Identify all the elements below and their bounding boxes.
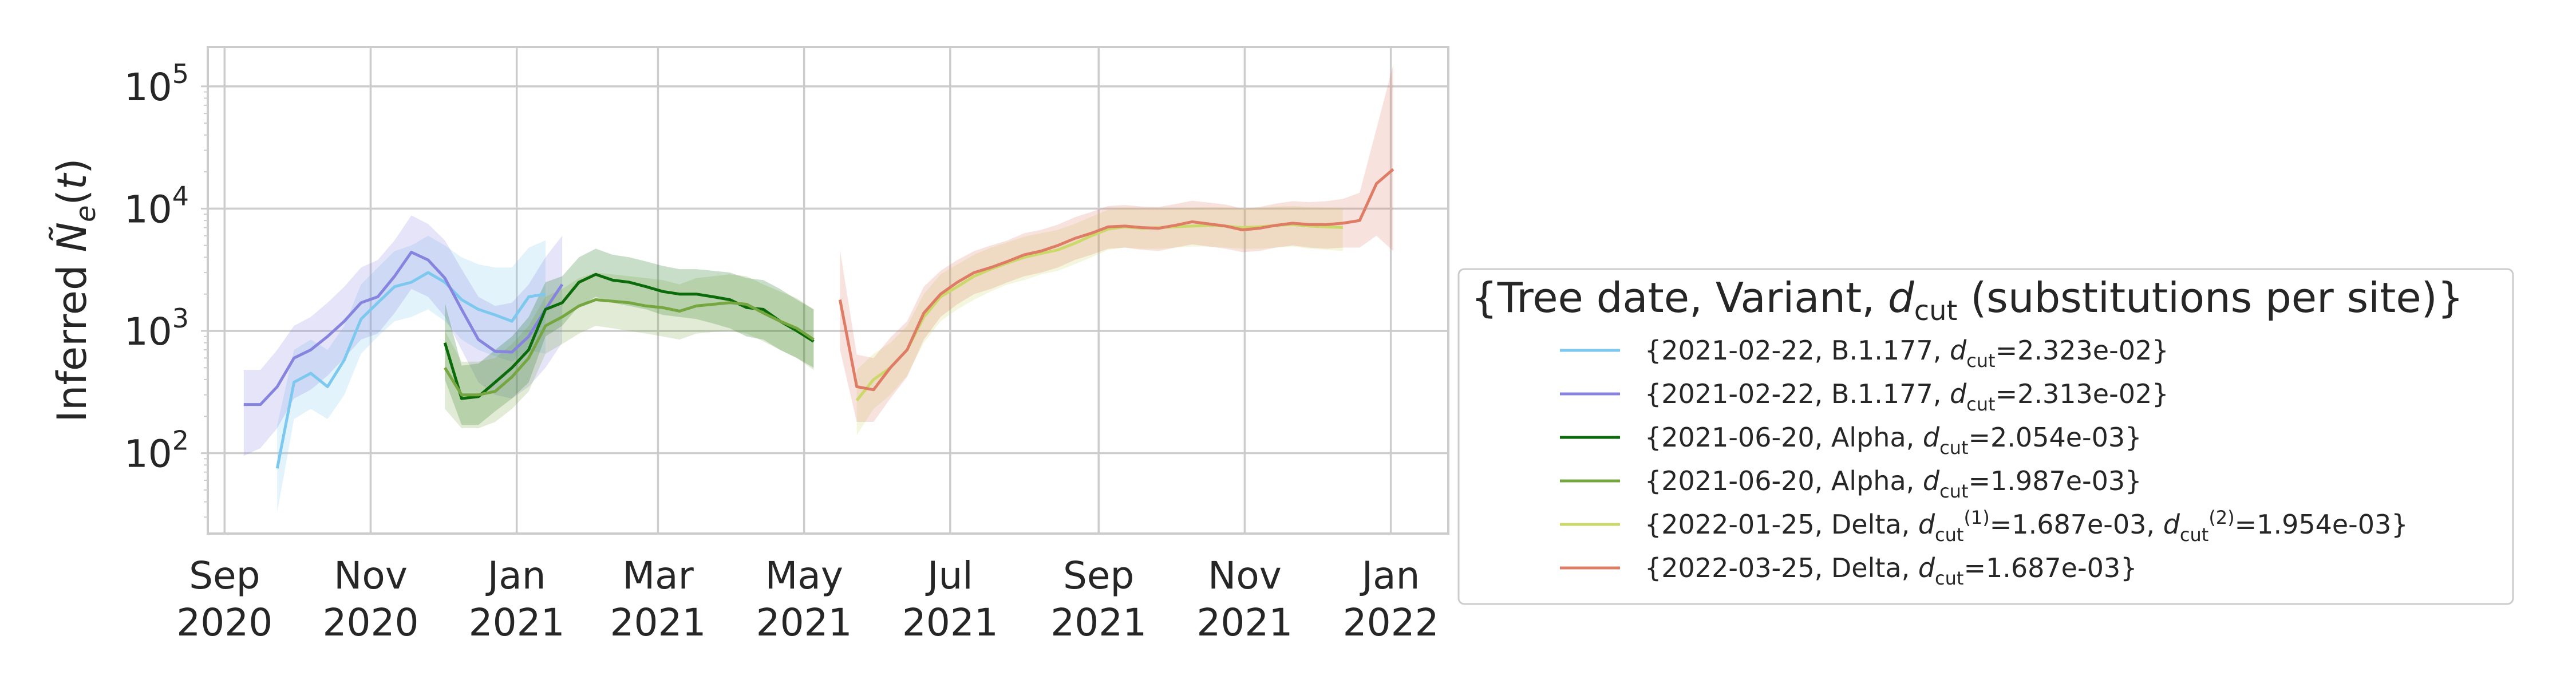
- x-tick-label: Mar 2021: [610, 554, 706, 645]
- legend-entry-1: {2021-02-22, B.1.177, dcut=2.323e-02}: [1645, 335, 2169, 372]
- confidence-band-1: [277, 235, 546, 512]
- legend-entry-5: {2022-01-25, Delta, dcut(1)=1.687e-03, d…: [1645, 507, 2408, 546]
- legend-entry-6: {2022-03-25, Delta, dcut=1.687e-03}: [1645, 552, 2137, 589]
- confidence-band-6: [840, 65, 1393, 422]
- confidence-band-3: [445, 248, 814, 425]
- legend-entry-3: {2021-06-20, Alpha, dcut=2.054e-03}: [1645, 422, 2142, 459]
- plot-frame: [207, 46, 1449, 535]
- y-axis-label: Inferred Ñe(t): [49, 158, 102, 422]
- y-axis: 102 103 104 105: [124, 58, 208, 518]
- x-tick-label: May 2021: [756, 554, 852, 645]
- x-tick-label: Sep 2020: [176, 554, 272, 645]
- series-lines: [243, 168, 1394, 469]
- grid: [208, 47, 1448, 534]
- legend-entry-4: {2021-06-20, Alpha, dcut=1.987e-03}: [1645, 465, 2142, 502]
- series-line-1: [275, 271, 546, 469]
- x-axis: Sep 2020 Nov 2020 Jan 2021 Mar 2021 May 2021 Jul 20…: [176, 554, 1439, 645]
- series-line-6: [838, 168, 1394, 392]
- legend-entry-2: {2021-02-22, B.1.177, dcut=2.313e-02}: [1645, 378, 2169, 415]
- x-tick-label: Nov 2020: [322, 554, 418, 645]
- y-tick-label: 105: [124, 58, 189, 109]
- x-tick-label: Nov 2021: [1196, 554, 1293, 645]
- y-tick-label: 102: [124, 425, 189, 476]
- legend-frame: [1457, 268, 2514, 605]
- x-tick-label: Jan 2022: [1343, 554, 1439, 645]
- confidence-band-4: [445, 273, 814, 428]
- confidence-band-5: [856, 206, 1343, 436]
- series-line-4: [444, 298, 815, 397]
- x-tick-label: Jul 2021: [902, 554, 998, 645]
- x-tick-label: Jan 2021: [469, 554, 565, 645]
- series-line-2: [243, 251, 564, 406]
- legend: {Tree date, Variant, dcut (substitutions…: [1457, 268, 2514, 605]
- y-tick-label: 104: [124, 180, 189, 231]
- y-tick-label: 103: [124, 303, 189, 354]
- x-tick-label: Sep 2021: [1050, 554, 1147, 645]
- legend-title: {Tree date, Variant, dcut (substitutions…: [1471, 274, 2464, 327]
- legend-items: {2021-02-22, B.1.177, dcut=2.323e-02} {20…: [1560, 335, 2408, 589]
